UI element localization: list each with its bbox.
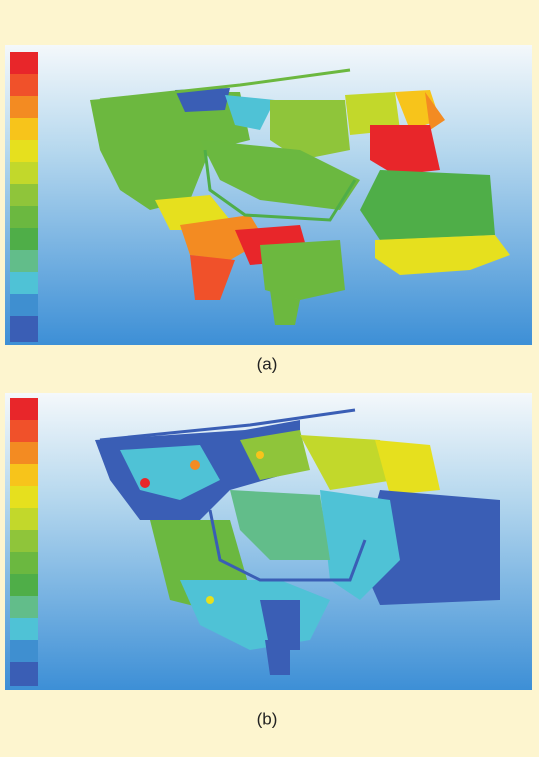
legend-swatch xyxy=(10,640,38,662)
legend-swatch xyxy=(10,574,38,596)
legend-swatch xyxy=(10,52,38,74)
legend-swatch xyxy=(10,398,38,420)
legend-swatch xyxy=(10,442,38,464)
legend-swatch xyxy=(10,508,38,530)
legend-swatch xyxy=(10,74,38,96)
panel-label: (a) xyxy=(257,354,278,373)
legend-swatch xyxy=(10,294,38,316)
legend-swatch xyxy=(10,272,38,294)
hotspot xyxy=(140,478,150,488)
legend xyxy=(10,52,38,342)
legend-swatch xyxy=(10,530,38,552)
legend-swatch xyxy=(10,250,38,272)
legend-swatch xyxy=(10,206,38,228)
legend-swatch xyxy=(10,96,38,118)
legend xyxy=(10,398,38,686)
legend-swatch xyxy=(10,420,38,442)
legend-swatch xyxy=(10,140,38,162)
hotspot xyxy=(190,460,200,470)
legend-swatch xyxy=(10,184,38,206)
hotspot xyxy=(256,451,264,459)
legend-swatch xyxy=(10,228,38,250)
region xyxy=(360,170,495,240)
legend-swatch xyxy=(10,162,38,184)
panel-a xyxy=(5,45,532,345)
panel-b xyxy=(5,393,532,690)
legend-swatch xyxy=(10,596,38,618)
page: (a) xyxy=(0,0,539,757)
figure: (a) xyxy=(0,0,539,757)
legend-swatch xyxy=(10,316,38,342)
legend-swatch xyxy=(10,118,38,140)
legend-swatch xyxy=(10,486,38,508)
legend-swatch xyxy=(10,552,38,574)
hotspot xyxy=(206,596,214,604)
legend-swatch xyxy=(10,662,38,686)
legend-swatch xyxy=(10,464,38,486)
panel-label: (b) xyxy=(257,709,278,728)
legend-swatch xyxy=(10,618,38,640)
